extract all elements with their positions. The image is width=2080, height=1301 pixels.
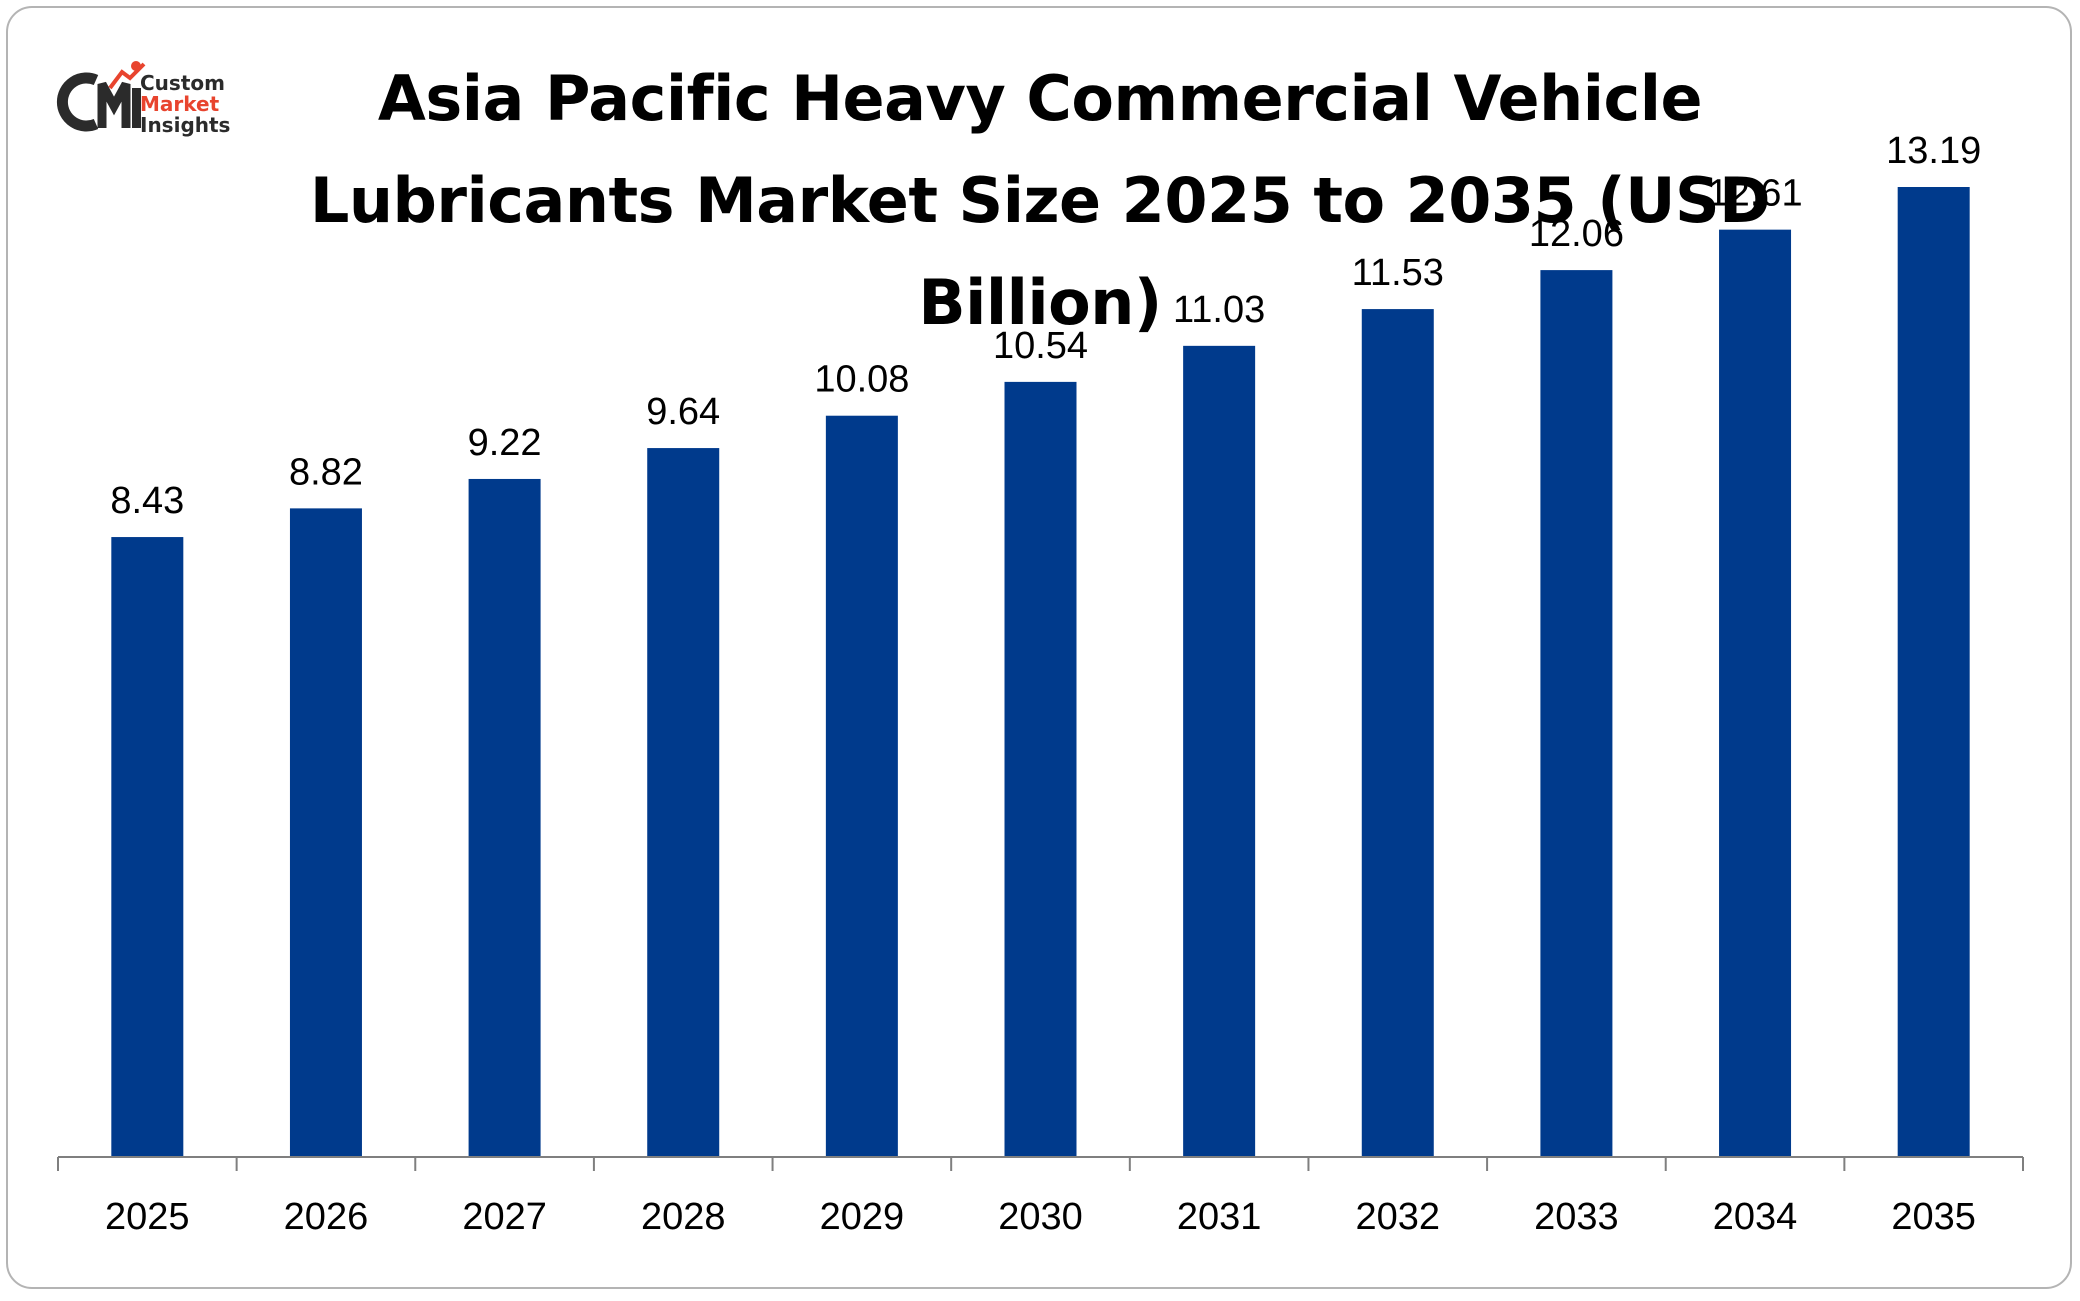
data-label-2028: 9.64 [646, 391, 720, 433]
data-label-2031: 11.03 [1173, 289, 1265, 331]
x-tick-label-2029: 2029 [820, 1196, 905, 1238]
data-label-2030: 10.54 [993, 325, 1088, 367]
data-label-2027: 9.22 [468, 422, 542, 464]
x-tick-label-2031: 2031 [1177, 1196, 1262, 1238]
x-tick-label-2034: 2034 [1713, 1196, 1798, 1238]
data-label-2034: 12.61 [1707, 173, 1802, 215]
brand-name: Custom Market Insights [140, 73, 230, 136]
bar-2035 [1897, 187, 1970, 1157]
x-tick-label-2033: 2033 [1534, 1196, 1619, 1238]
bar-2027 [468, 478, 541, 1157]
x-tick-label-2026: 2026 [284, 1196, 369, 1238]
bar-2034 [1719, 229, 1792, 1158]
x-tick-label-2032: 2032 [1355, 1196, 1440, 1238]
data-label-2032: 11.53 [1352, 252, 1444, 294]
x-tick-label-2025: 2025 [105, 1196, 190, 1238]
bar-2033 [1540, 270, 1613, 1157]
data-label-2029: 10.08 [814, 359, 909, 401]
data-label-2033: 12.06 [1529, 213, 1624, 255]
brand-line-2: Market [140, 92, 220, 116]
data-label-2035: 13.19 [1886, 130, 1981, 172]
x-tick-label-2035: 2035 [1891, 1196, 1976, 1238]
x-tick-label-2027: 2027 [462, 1196, 547, 1238]
bar-2031 [1183, 345, 1256, 1157]
bar-2029 [825, 415, 898, 1157]
bar-2032 [1361, 309, 1434, 1157]
x-tick-label-2030: 2030 [998, 1196, 1083, 1238]
brand-line-1: Custom [140, 71, 225, 95]
chart-title: Asia Pacific Heavy Commercial Vehicle Lu… [309, 62, 1771, 339]
cmi-logo-icon [56, 61, 146, 132]
bar-2030 [1004, 381, 1077, 1158]
bar-2026 [289, 508, 362, 1157]
data-label-2025: 8.43 [110, 480, 184, 522]
bar-2028 [647, 448, 720, 1158]
bar-2025 [111, 537, 184, 1157]
data-label-2026: 8.82 [289, 451, 363, 493]
brand-line-3: Insights [140, 113, 231, 137]
x-tick-label-2028: 2028 [641, 1196, 726, 1238]
